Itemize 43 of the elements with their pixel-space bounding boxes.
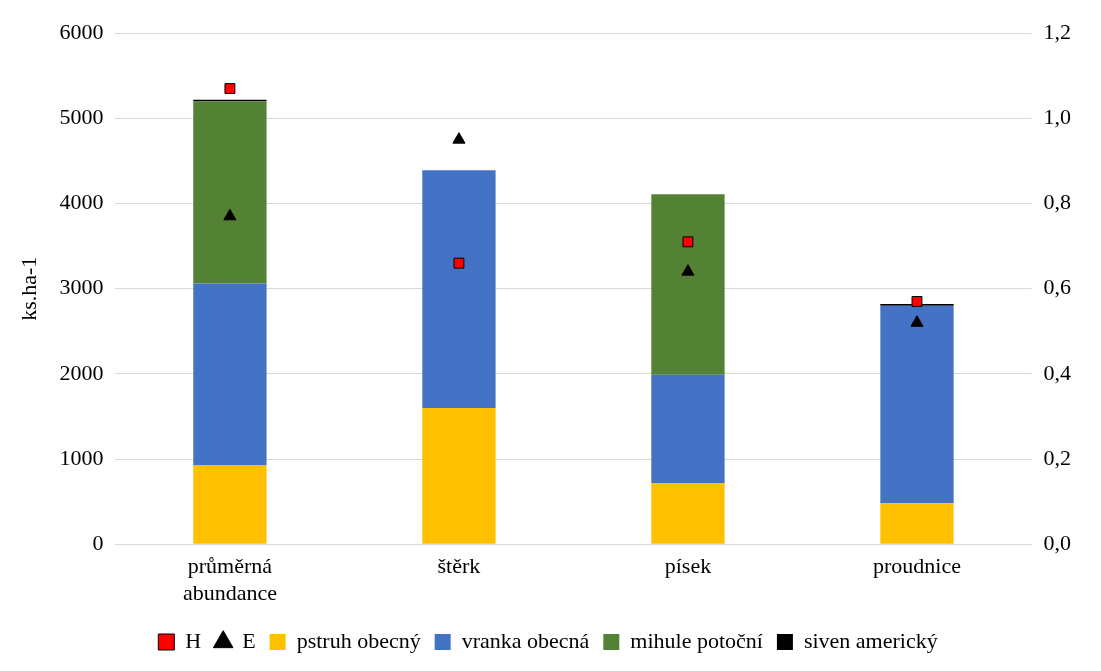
x-tick-label: průměrná abundance bbox=[182, 553, 277, 605]
bar bbox=[422, 407, 496, 544]
bar bbox=[880, 503, 954, 544]
legend-label: siven americký bbox=[803, 627, 938, 653]
y-tick-label: 3000 bbox=[59, 274, 104, 300]
legend-label: vranka obecná bbox=[461, 627, 590, 653]
point bbox=[224, 83, 236, 95]
bar bbox=[651, 482, 725, 544]
y-tick-label: 4000 bbox=[59, 189, 104, 215]
y-axis-title: ks.ha-1 bbox=[15, 256, 41, 321]
bar bbox=[193, 283, 267, 465]
x-tick-label: proudnice bbox=[873, 553, 961, 579]
point bbox=[681, 264, 695, 276]
y2-tick-label: 1,2 bbox=[1043, 18, 1071, 44]
legend-label: pstruh obecný bbox=[296, 627, 421, 653]
point bbox=[223, 208, 237, 221]
point bbox=[453, 257, 465, 269]
y2-tick-label: 0,8 bbox=[1043, 189, 1071, 215]
legend-label: mihule potoční bbox=[630, 627, 763, 653]
point bbox=[910, 315, 924, 327]
y-tick-label: 6000 bbox=[59, 18, 104, 44]
y-tick-label: 0 bbox=[92, 529, 104, 555]
y2-tick-label: 0,2 bbox=[1043, 444, 1071, 470]
y-tick-label: 1000 bbox=[59, 444, 104, 470]
bar bbox=[651, 194, 725, 375]
point bbox=[911, 296, 923, 307]
bar bbox=[880, 305, 954, 504]
bar bbox=[193, 101, 267, 284]
y2-tick-label: 1,0 bbox=[1043, 104, 1071, 130]
y-tick-label: 5000 bbox=[59, 104, 104, 130]
y2-tick-label: 0,0 bbox=[1043, 529, 1071, 555]
bar bbox=[651, 374, 725, 483]
x-tick-label: písek bbox=[664, 553, 712, 579]
bar bbox=[422, 170, 496, 408]
x-tick-label: štěrk bbox=[437, 553, 481, 579]
point bbox=[682, 236, 694, 248]
bar bbox=[193, 465, 267, 544]
y-tick-label: 2000 bbox=[59, 359, 104, 385]
legend-label: H bbox=[185, 627, 202, 653]
point bbox=[452, 132, 466, 144]
y2-tick-label: 0,4 bbox=[1043, 359, 1071, 385]
y2-tick-label: 0,6 bbox=[1043, 274, 1071, 300]
legend-label: E bbox=[242, 627, 256, 653]
